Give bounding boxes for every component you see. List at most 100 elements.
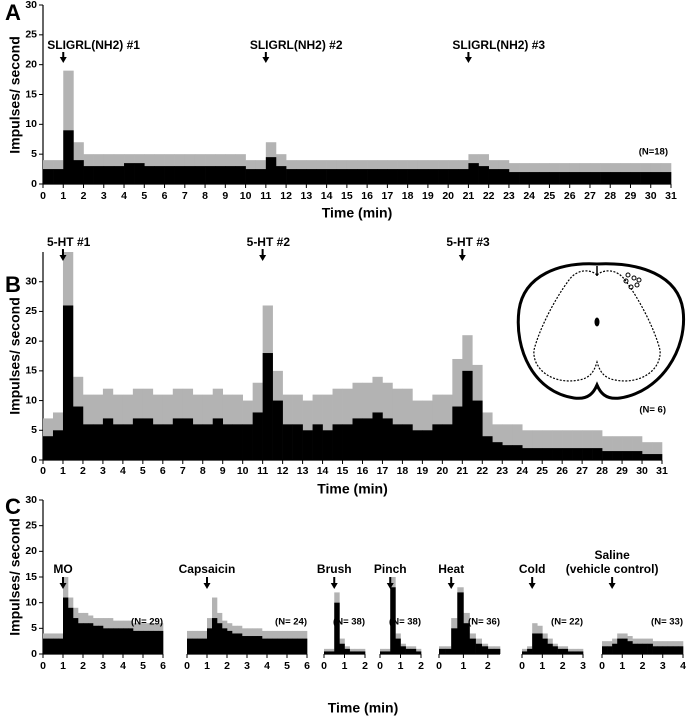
x-axis-label: Time (min) bbox=[317, 481, 388, 497]
x-tick-label: 2 bbox=[224, 660, 230, 672]
histogram-bar bbox=[397, 169, 408, 184]
histogram-bar bbox=[632, 643, 638, 654]
histogram-bar bbox=[52, 430, 64, 460]
x-tick-label: 1 bbox=[204, 660, 210, 672]
histogram-bar bbox=[292, 424, 303, 460]
histogram-bar bbox=[387, 169, 398, 184]
histogram-bar bbox=[172, 418, 184, 460]
histogram-bar bbox=[557, 648, 563, 654]
x-tick-label: 4 bbox=[121, 190, 127, 202]
x-tick-label: 18 bbox=[402, 190, 414, 202]
histogram-bar bbox=[567, 651, 574, 654]
histogram-bar bbox=[572, 651, 579, 654]
histogram-bar bbox=[377, 169, 388, 184]
histogram-bar bbox=[222, 628, 228, 654]
histogram-bar bbox=[427, 169, 439, 184]
histogram-bar bbox=[559, 172, 571, 184]
histogram-bar bbox=[632, 436, 643, 460]
histogram-bar bbox=[457, 592, 464, 654]
y-tick-label: 20 bbox=[25, 335, 37, 347]
y-tick-label: 10 bbox=[25, 118, 37, 130]
arrow-head bbox=[458, 255, 466, 261]
histogram-bar bbox=[582, 430, 593, 460]
x-tick-label: 12 bbox=[280, 190, 292, 202]
x-tick-label: 23 bbox=[496, 465, 508, 477]
histogram-bar bbox=[63, 597, 69, 654]
stimulus-label: 5-HT #1 bbox=[47, 235, 91, 249]
histogram-bar bbox=[332, 388, 343, 460]
histogram-bar bbox=[262, 638, 268, 654]
arrow-head bbox=[59, 583, 67, 589]
x-tick-label: 31 bbox=[656, 465, 668, 477]
x-tick-label: 5 bbox=[284, 660, 290, 672]
histogram-bar bbox=[508, 172, 520, 184]
x-tick-label: 0 bbox=[599, 660, 605, 672]
histogram-bar bbox=[600, 172, 611, 184]
histogram-bar bbox=[482, 436, 493, 460]
n-label: (N=18) bbox=[639, 147, 668, 158]
x-tick-label: 2 bbox=[81, 190, 87, 202]
histogram-bar bbox=[334, 602, 340, 654]
histogram-bar bbox=[225, 166, 236, 184]
stimulus-label: Brush bbox=[317, 562, 352, 576]
histogram-bar bbox=[144, 166, 155, 184]
histogram-bar bbox=[647, 643, 653, 654]
histogram-bar bbox=[92, 424, 104, 460]
histogram-bar bbox=[650, 172, 662, 184]
histogram-bar bbox=[344, 648, 350, 654]
histogram-bar bbox=[329, 651, 335, 654]
histogram-bar bbox=[272, 400, 283, 460]
histogram-bar bbox=[475, 643, 482, 654]
histogram-bar bbox=[332, 424, 343, 460]
histogram-bar bbox=[610, 172, 621, 184]
histogram-bar bbox=[657, 646, 664, 654]
histogram-bar bbox=[287, 638, 293, 654]
histogram-bar bbox=[622, 436, 633, 460]
histogram-bar bbox=[102, 418, 114, 460]
histogram-bar bbox=[640, 172, 652, 184]
y-tick-label: 10 bbox=[25, 394, 37, 406]
x-tick-label: 28 bbox=[604, 190, 616, 202]
n-label: (N= 24) bbox=[275, 617, 307, 628]
x-tick-label: 1 bbox=[60, 465, 66, 477]
histogram-bar bbox=[549, 172, 560, 184]
histogram-bar bbox=[68, 607, 74, 654]
histogram-bar bbox=[53, 169, 64, 184]
histogram-bar bbox=[627, 641, 633, 654]
histogram-bar bbox=[572, 448, 583, 460]
histogram-bar bbox=[602, 451, 613, 460]
histogram-bar bbox=[174, 166, 186, 184]
histogram-bar bbox=[602, 436, 613, 460]
histogram-bar bbox=[237, 633, 243, 654]
histogram-bar bbox=[342, 424, 353, 460]
histogram-bar bbox=[392, 388, 403, 460]
histogram-bar bbox=[247, 636, 253, 654]
histogram-bar bbox=[73, 160, 84, 184]
y-tick-label: 30 bbox=[25, 0, 37, 11]
histogram-bar bbox=[138, 630, 144, 654]
x-tick-label: 25 bbox=[544, 190, 556, 202]
histogram-bar bbox=[349, 651, 356, 654]
histogram-bar bbox=[372, 412, 383, 460]
histogram-bar bbox=[562, 430, 573, 460]
x-tick-label: 3 bbox=[660, 660, 666, 672]
y-tick-label: 0 bbox=[31, 648, 37, 660]
histogram-bar bbox=[302, 430, 313, 460]
x-tick-label: 2 bbox=[485, 660, 491, 672]
stimulus-label: Pinch bbox=[374, 562, 407, 576]
histogram-bar bbox=[532, 633, 538, 654]
histogram-bar bbox=[519, 172, 530, 184]
histogram-bar bbox=[73, 618, 79, 654]
histogram-bar bbox=[142, 418, 154, 460]
x-tick-label: 4 bbox=[264, 660, 270, 672]
histogram-bar bbox=[312, 424, 323, 460]
histogram-bar bbox=[622, 451, 633, 460]
histogram-bar bbox=[422, 430, 433, 460]
y-tick-label: 15 bbox=[25, 571, 37, 583]
x-tick-label: 6 bbox=[160, 465, 166, 477]
x-tick-label: 5 bbox=[140, 660, 146, 672]
x-tick-label: 17 bbox=[377, 465, 389, 477]
histogram-bar bbox=[212, 418, 224, 460]
histogram-bar bbox=[607, 646, 613, 654]
histogram-bar bbox=[342, 388, 353, 460]
